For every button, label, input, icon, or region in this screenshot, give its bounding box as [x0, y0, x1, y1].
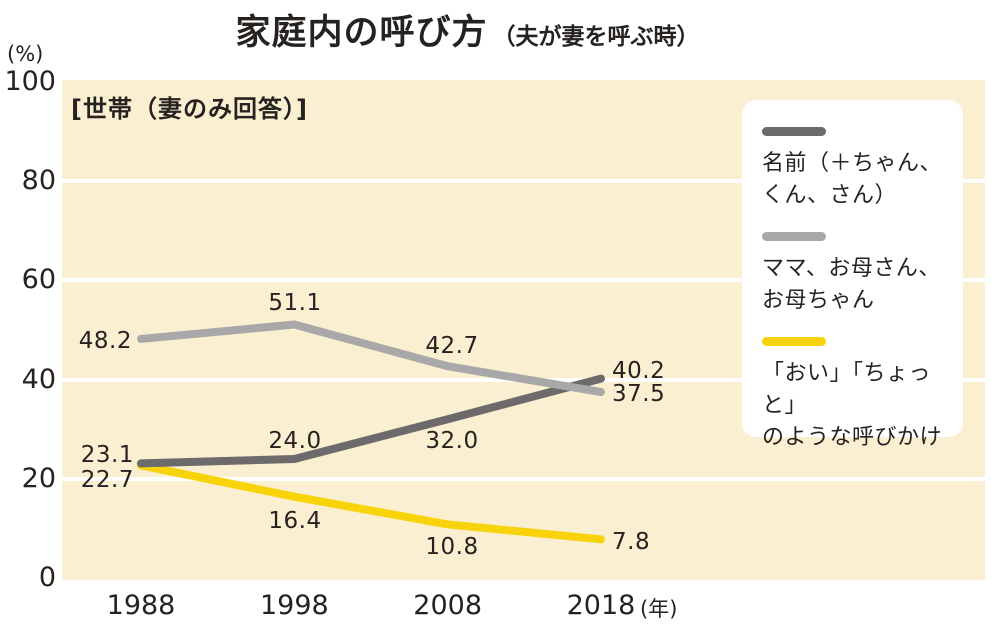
data-label-s0-2018: 40.2 [612, 358, 666, 384]
series-line-2 [137, 461, 605, 544]
x-tick-1988: 1988 [106, 590, 176, 621]
respondent-note: [世帯（妻のみ回答）] [71, 95, 308, 123]
y-axis-unit-label: (%) [7, 42, 44, 66]
gridline-20 [62, 476, 985, 481]
gridline-60 [62, 278, 985, 283]
chart-title-main: 家庭内の呼び方 [235, 13, 488, 53]
legend-item-1: ママ、お母さん、 お母ちゃん [762, 232, 952, 317]
x-tick-2008: 2008 [413, 590, 483, 621]
legend-item-0: 名前（＋ちゃん、 くん、さん） [762, 127, 952, 212]
chart-title-subtitle: （夫が妻を呼ぶ時） [492, 24, 700, 50]
y-tick-60: 60 [21, 264, 56, 296]
y-tick-0: 0 [38, 562, 56, 593]
data-label-s1-2008: 42.7 [425, 333, 479, 359]
y-tick-40: 40 [21, 363, 56, 395]
data-label-s2-1988: 22.7 [80, 467, 134, 493]
x-tick-1998: 1998 [259, 590, 329, 621]
data-label-s0-2008: 32.0 [425, 428, 479, 454]
series-line-0 [137, 374, 605, 468]
data-label-s1-2018: 37.5 [612, 381, 666, 407]
y-tick-20: 20 [21, 462, 56, 494]
data-label-s0-1998: 24.0 [268, 428, 322, 454]
legend-label-1: ママ、お母さん、 お母ちゃん [762, 256, 941, 313]
series-line-1 [137, 320, 605, 396]
chart-title: 家庭内の呼び方 （夫が妻を呼ぶ時） [0, 4, 935, 55]
legend-swatch-1 [762, 232, 826, 241]
legend: 名前（＋ちゃん、 くん、さん） ママ、お母さん、 お母ちゃん「おい」「ちょっと」 … [742, 100, 963, 450]
legend-label-2: 「おい」「ちょっと」 のような呼びかけ [762, 361, 943, 450]
y-tick-80: 80 [21, 165, 56, 197]
x-tick-2018: 2018 [566, 590, 636, 621]
x-axis-unit-label: (年) [640, 597, 678, 621]
data-label-s2-1998: 16.4 [268, 508, 322, 534]
legend-swatch-2 [762, 337, 826, 346]
data-label-s1-1998: 51.1 [268, 290, 322, 316]
data-label-s2-2018: 7.8 [612, 529, 651, 555]
legend-item-2: 「おい」「ちょっと」 のような呼びかけ [762, 337, 952, 454]
data-label-s0-1988: 23.1 [80, 442, 134, 468]
y-tick-100: 100 [4, 66, 56, 97]
legend-label-0: 名前（＋ちゃん、 くん、さん） [762, 151, 943, 208]
data-label-s2-2008: 10.8 [425, 534, 479, 560]
line-series-svg [137, 320, 605, 544]
gridline-80 [62, 179, 985, 184]
data-label-s1-1988: 48.2 [78, 328, 132, 354]
legend-swatch-0 [762, 127, 826, 136]
